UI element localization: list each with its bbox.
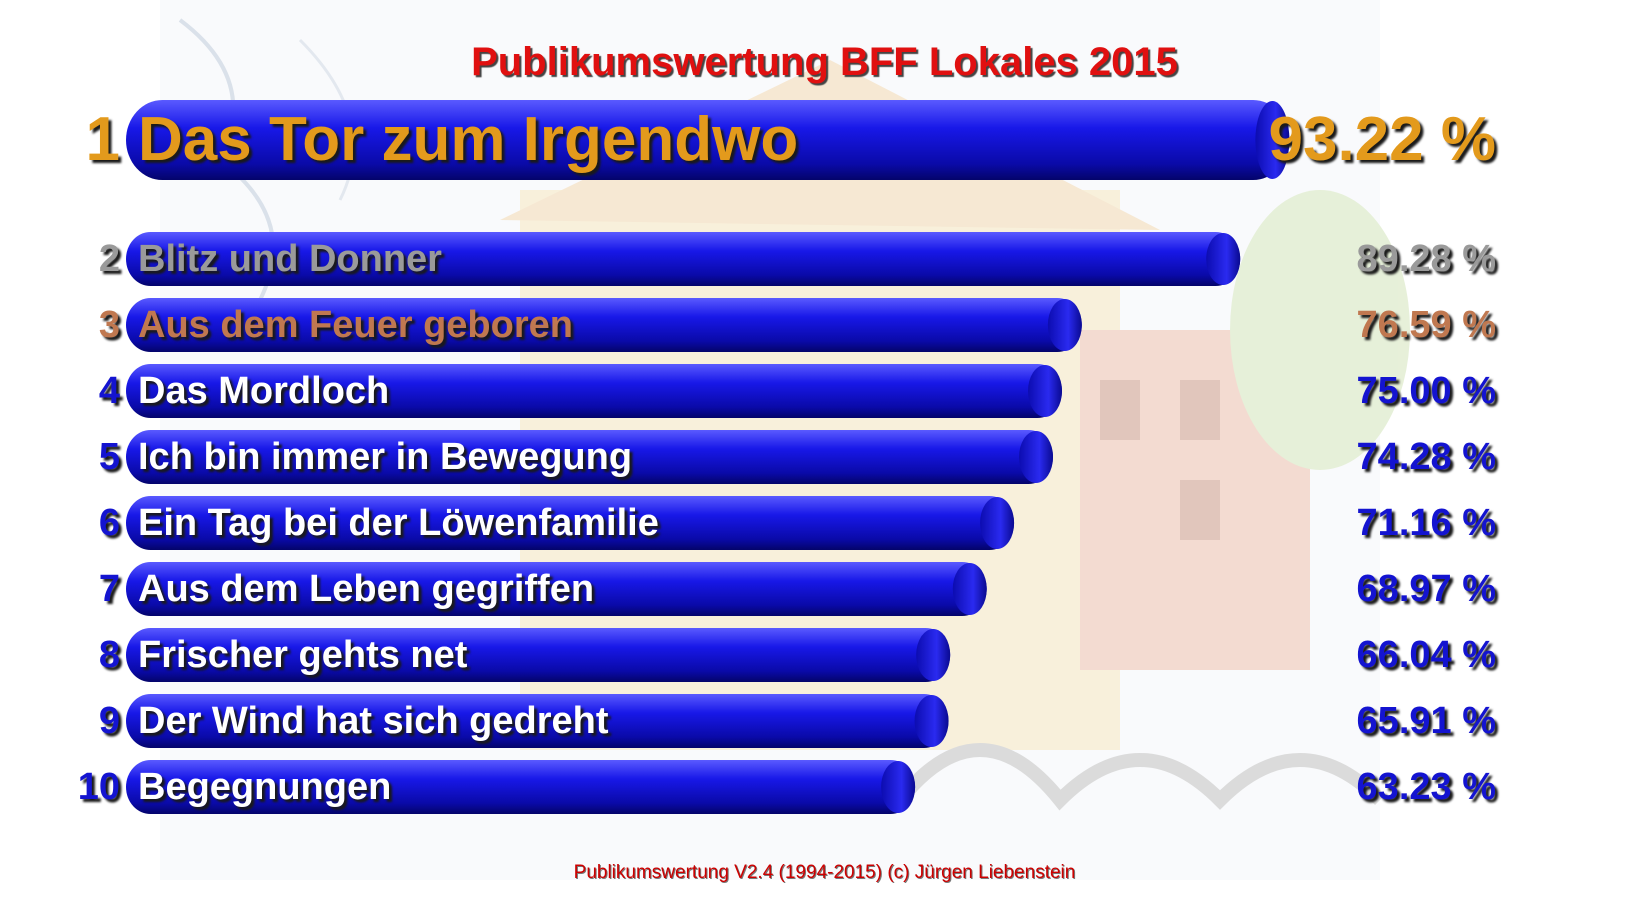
bar-6 [126,496,1015,550]
category-label: Begegnungen [138,766,392,808]
bar-8 [126,628,951,682]
category-label: Das Tor zum Irgendwo [138,105,799,174]
value-label: 74.28 % [1356,436,1496,478]
category-label: Ich bin immer in Bewegung [138,436,633,478]
category-label: Der Wind hat sich gedreht [138,700,609,742]
value-label: 65.91 % [1356,700,1496,742]
bar-cap-7 [952,563,987,615]
value-label: 89.28 % [1356,238,1496,280]
bar-3 [126,298,1082,352]
bar-cap-5 [1019,431,1054,483]
value-label: 93.22 % [1268,105,1496,174]
bar-10 [126,760,916,814]
bar-4 [126,364,1062,418]
bar-2 [126,232,1241,286]
bar-1 [126,100,1290,180]
category-label: Das Mordloch [138,370,390,412]
rank-label: 5 [98,436,120,478]
category-label: Ein Tag bei der Löwenfamilie [138,502,659,544]
rank-label: 4 [98,370,120,412]
rank-label: 9 [98,700,120,742]
category-label: Blitz und Donner [138,238,442,280]
bar-7 [126,562,987,616]
rank-label: 3 [98,304,120,346]
rank-label: 10 [77,766,120,808]
category-label: Frischer gehts net [138,634,468,676]
bar-cap-6 [980,497,1015,549]
bar-cap-3 [1047,299,1082,351]
bar-cap-8 [916,629,951,681]
value-label: 66.04 % [1356,634,1496,676]
rank-label: 7 [98,568,120,610]
rank-label: 6 [98,502,120,544]
bar-5 [126,430,1054,484]
copyright-footer: Publikumswertung V2.4 (1994-2015) (c) Jü… [573,862,1076,883]
rank-label: 8 [98,634,120,676]
rank-label: 1 [85,105,120,174]
category-label: Aus dem Feuer geboren [138,304,573,346]
bar-9 [126,694,949,748]
bar-cap-10 [881,761,916,813]
value-label: 75.00 % [1356,370,1496,412]
bar-cap-1 [1255,101,1290,179]
bar-cap-2 [1206,233,1241,285]
rank-label: 2 [98,238,120,280]
category-label: Aus dem Leben gegriffen [138,568,595,610]
value-label: 76.59 % [1356,304,1496,346]
value-label: 63.23 % [1356,766,1496,808]
value-label: 68.97 % [1356,568,1496,610]
bar-cap-9 [914,695,949,747]
bar-cap-4 [1028,365,1062,417]
chart-title: Publikumswertung BFF Lokales 2015 [471,40,1178,84]
value-label: 71.16 % [1356,502,1496,544]
